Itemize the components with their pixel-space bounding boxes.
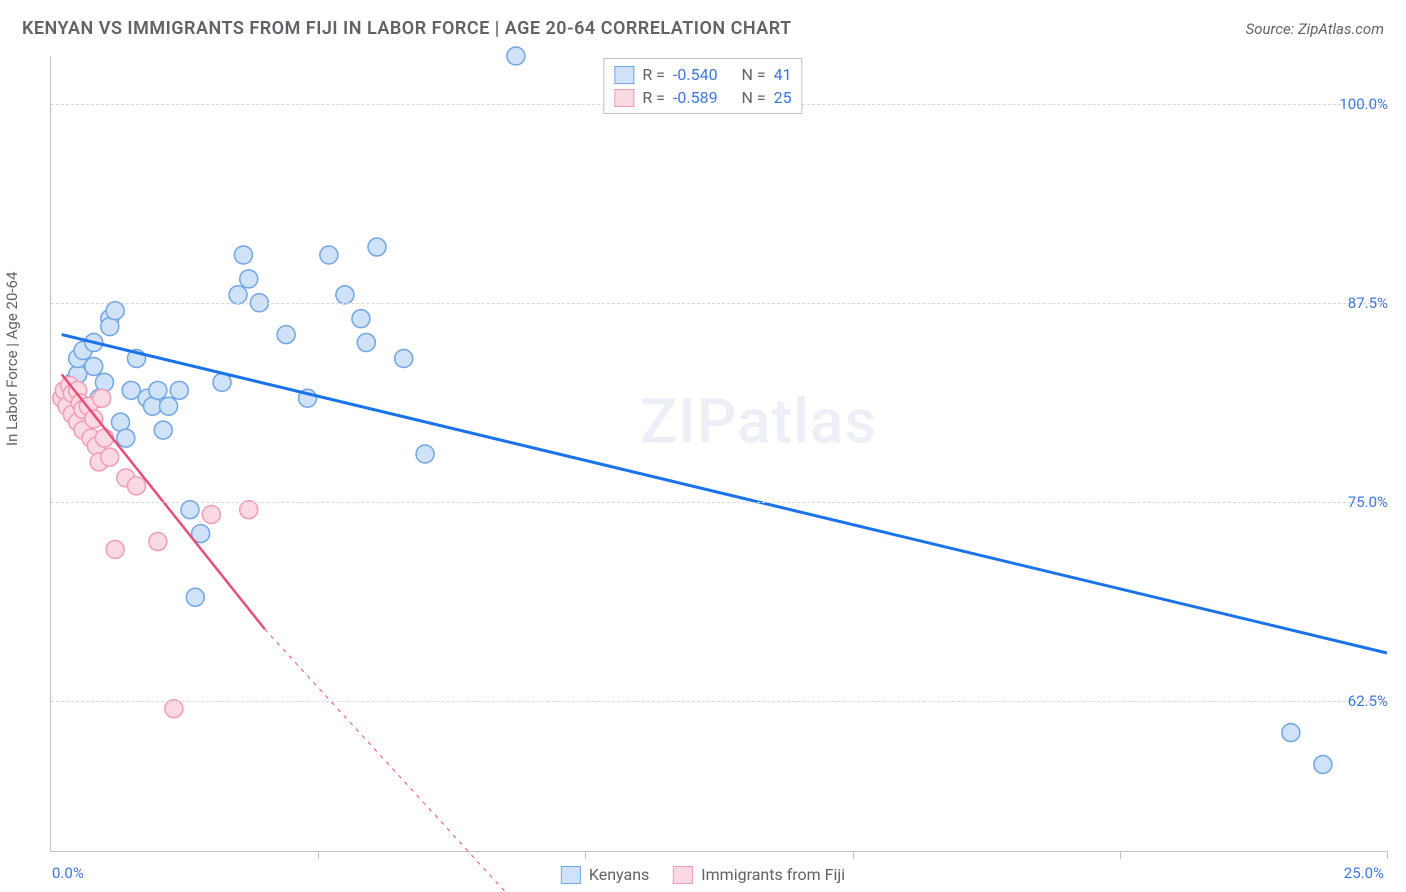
trend-line [62,335,1387,653]
x-tick [1387,851,1388,859]
gridline [51,303,1386,304]
data-point [352,310,370,328]
series-swatch-kenyans [614,66,634,84]
scatter-svg [51,56,1386,851]
data-point [85,357,103,375]
data-point [240,270,258,288]
data-point [117,429,135,447]
data-point [149,533,167,551]
legend-swatch-kenyans [561,866,581,884]
data-point [186,588,204,606]
r-value-fiji: -0.589 [673,88,718,107]
legend-swatch-fiji [673,866,693,884]
x-max-label: 25.0% [1344,864,1384,882]
n-label: N = [742,88,766,107]
data-point [320,246,338,264]
data-point [122,381,140,399]
trend-line-dashed [265,629,505,892]
data-point [277,326,295,344]
x-tick [318,851,319,859]
x-tick [1120,851,1121,859]
data-point [368,238,386,256]
n-value-fiji: 25 [774,88,792,107]
r-value-kenyans: -0.540 [673,65,718,84]
data-point [357,334,375,352]
legend-label-fiji: Immigrants from Fiji [701,865,845,884]
data-point [106,302,124,320]
data-point [106,541,124,559]
data-point [416,445,434,463]
r-label: R = [642,88,665,107]
data-point [93,389,111,407]
data-point [234,246,252,264]
y-tick-label: 75.0% [1348,493,1388,511]
gridline [51,701,1386,702]
r-label: R = [642,65,665,84]
data-point [202,505,220,523]
source-label: Source: ZipAtlas.com [1246,20,1384,38]
data-point [1282,724,1300,742]
data-point [95,429,113,447]
y-tick-label: 100.0% [1339,95,1388,113]
data-point [229,286,247,304]
data-point [240,501,258,519]
stats-legend: R = -0.540 N = 41 R = -0.589 N = 25 [603,58,802,114]
data-point [181,501,199,519]
data-point [170,381,188,399]
data-point [165,700,183,718]
data-point [160,397,178,415]
y-axis-label: In Labor Force | Age 20-64 [3,272,21,446]
data-point [1314,755,1332,773]
plot-area: ZIPatlas [50,56,1386,852]
x-tick [585,851,586,859]
n-label: N = [742,65,766,84]
data-point [395,349,413,367]
data-point [101,448,119,466]
y-tick-label: 87.5% [1348,294,1388,312]
series-swatch-fiji [614,89,634,107]
data-point [128,477,146,495]
data-point [507,47,525,65]
n-value-kenyans: 41 [774,65,792,84]
y-tick-label: 62.5% [1348,692,1388,710]
data-point [95,373,113,391]
gridline [51,502,1386,503]
series-legend: Kenyans Immigrants from Fiji [561,865,845,884]
data-point [336,286,354,304]
data-point [154,421,172,439]
data-point [149,381,167,399]
x-tick [853,851,854,859]
chart-title: KENYAN VS IMMIGRANTS FROM FIJI IN LABOR … [22,18,792,39]
legend-label-kenyans: Kenyans [589,865,649,884]
x-min-label: 0.0% [52,864,84,882]
